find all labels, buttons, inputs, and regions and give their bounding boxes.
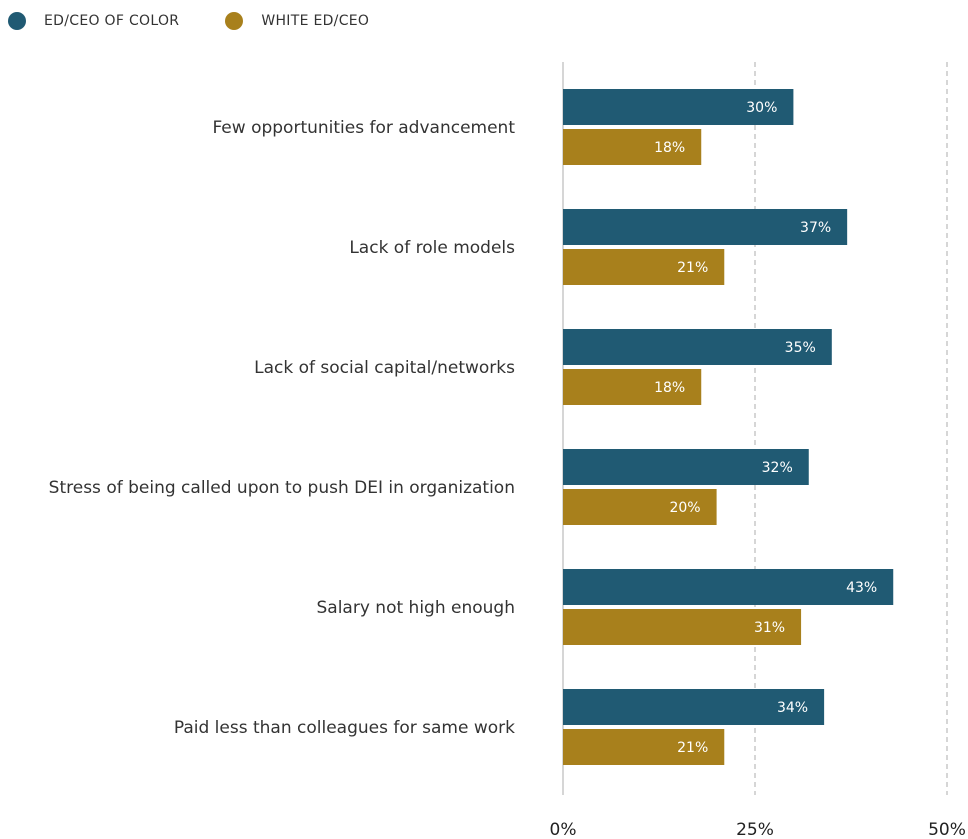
bar-color-1 [563,209,848,245]
value-label: 34% [777,700,808,716]
value-label: 30% [746,100,777,116]
legend-label-color: ED/CEO OF COLOR [44,13,180,29]
tick-label-50: 50% [928,820,966,839]
category-label: Salary not high enough [317,598,516,618]
value-label: 21% [677,740,708,756]
value-label: 35% [785,340,816,356]
category-label: Lack of social capital/networks [254,358,515,378]
value-label: 21% [677,260,708,276]
bar-color-3 [563,449,809,485]
legend-swatch-color [8,12,26,30]
bar-color-2 [563,329,832,365]
legend-item-white: WHITE ED/CEO [225,12,369,30]
legend-label-white: WHITE ED/CEO [261,13,370,29]
legend-item-color: ED/CEO OF COLOR [8,12,179,30]
value-label: 43% [846,580,877,596]
category-label: Few opportunities for advancement [212,118,515,138]
value-label: 32% [762,460,793,476]
value-label: 37% [800,220,831,236]
tick-label-25: 25% [736,820,774,839]
legend-swatch-white [225,12,244,30]
category-label: Lack of role models [349,238,515,258]
bar-white-5 [563,729,725,765]
value-label: 20% [669,500,700,516]
bar-white-1 [563,249,725,285]
bar-color-4 [563,569,894,605]
bar-white-0 [563,129,702,165]
legend: ED/CEO OF COLOR WHITE ED/CEO [8,10,415,32]
category-label: Paid less than colleagues for same work [174,718,515,738]
bar-white-4 [563,609,802,645]
bar-white-2 [563,369,702,405]
bar-color-0 [563,89,794,125]
value-label: 31% [754,620,785,636]
bar-color-5 [563,689,825,725]
category-label: Stress of being called upon to push DEI … [49,478,515,498]
bar-white-3 [563,489,717,525]
tick-label-0: 0% [550,820,577,839]
value-label: 18% [654,140,685,156]
value-label: 18% [654,380,685,396]
